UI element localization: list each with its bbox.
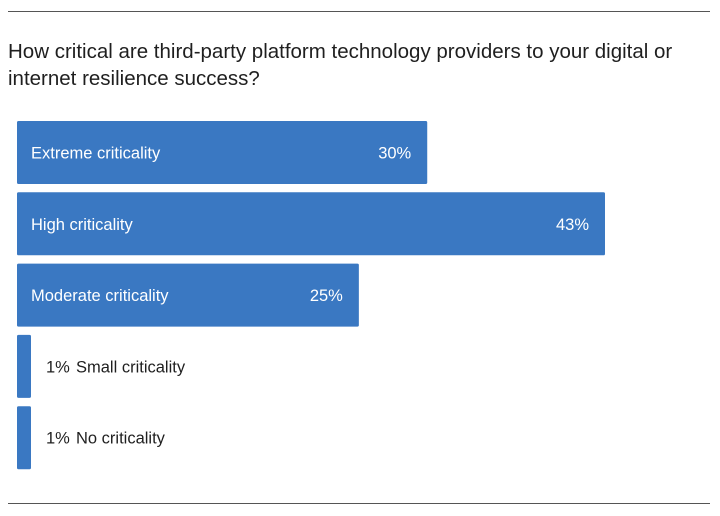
chart-title: How critical are third-party platform te… [8,40,673,90]
value-label-extreme-criticality: 30% [378,145,411,163]
value-label-small-criticality: 1% [46,358,70,376]
category-label-no-criticality: No criticality [76,430,166,448]
bar-moderate-criticality [17,263,359,327]
value-label-no-criticality: 1% [46,430,70,448]
bar-high-criticality [17,192,605,256]
value-label-high-criticality: 43% [556,216,589,234]
category-label-high-criticality: High criticality [31,216,134,234]
category-label-moderate-criticality: Moderate criticality [31,287,169,305]
bar-small-criticality [17,334,31,398]
category-label-extreme-criticality: Extreme criticality [31,145,161,163]
bar-extreme-criticality [17,121,428,184]
bar-no-criticality [17,406,31,470]
top-divider [8,11,710,12]
value-label-moderate-criticality: 25% [310,287,343,305]
bottom-divider [8,503,710,504]
category-label-small-criticality: Small criticality [76,358,186,376]
